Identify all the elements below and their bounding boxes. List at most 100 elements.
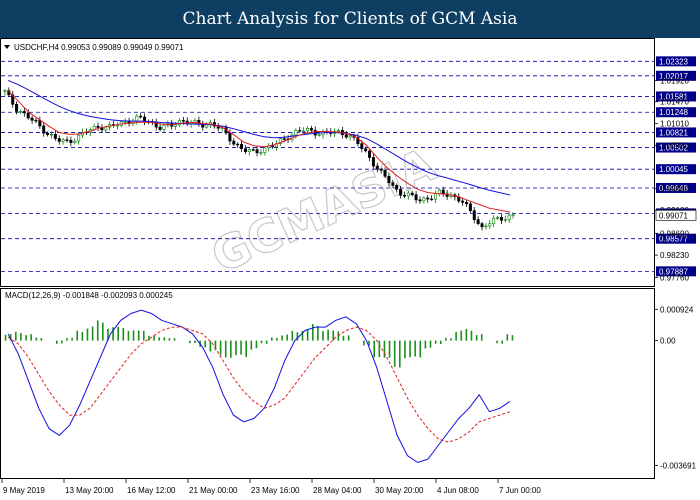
time-tick-label: 21 May 00:00	[189, 486, 238, 495]
candle-body	[496, 217, 500, 219]
level-label: 1.02017	[659, 72, 688, 81]
page-title: Chart Analysis for Clients of GCM Asia	[182, 9, 518, 29]
price-tick-label: 0.98690	[660, 229, 689, 238]
candle-body	[422, 197, 426, 202]
price-tick-label: 0.98230	[660, 251, 689, 260]
candle-body	[26, 112, 30, 119]
candle-body	[65, 139, 69, 141]
candle-body	[426, 197, 430, 200]
candle-body	[488, 223, 492, 227]
candle-body	[251, 149, 255, 151]
candle-body	[236, 143, 240, 146]
time-tick-label: 16 May 12:00	[127, 486, 176, 495]
candle-body	[476, 219, 480, 224]
chart-frames	[0, 38, 655, 479]
candle-body	[53, 133, 57, 139]
candle-body	[193, 120, 197, 123]
candle-body	[360, 143, 364, 149]
moving-average-lines	[7, 79, 511, 213]
candle-body	[255, 149, 259, 154]
candle-body	[22, 111, 26, 114]
level-label: 0.98577	[659, 235, 688, 244]
candle-body	[271, 145, 275, 148]
candle-body	[42, 125, 46, 134]
candle-body	[461, 200, 465, 203]
level-label-box	[656, 127, 696, 138]
candle-body	[73, 140, 77, 143]
candle-body	[96, 125, 100, 128]
candle-body	[433, 193, 437, 200]
symbol-header: USDCHF,H4 0.99053 0.99089 0.99049 0.9907…	[14, 43, 184, 52]
time-tick-label: 28 May 04:00	[313, 486, 362, 495]
macd-tick-label: 0.00	[660, 337, 676, 346]
candle-body	[282, 138, 286, 140]
candle-body	[356, 137, 360, 144]
candle-body	[61, 139, 65, 142]
candle-body	[344, 134, 348, 138]
level-label-box	[656, 70, 696, 81]
level-label-box	[656, 56, 696, 67]
candle-body	[480, 223, 484, 228]
price-panel-frame	[0, 38, 655, 287]
candle-body	[406, 192, 410, 197]
price-tick-label: 1.01920	[660, 76, 689, 85]
candle-body	[387, 175, 391, 184]
candle-body	[49, 133, 53, 136]
title-bar: Chart Analysis for Clients of GCM Asia	[0, 0, 700, 38]
candle-body	[162, 124, 166, 130]
candle-body	[317, 134, 321, 136]
time-tick-label: 4 Jun 08:00	[437, 486, 479, 495]
candle-body	[395, 185, 399, 190]
candle-body	[499, 217, 503, 221]
price-tick-label: 1.00550	[660, 141, 689, 150]
candle-body	[337, 130, 341, 132]
candle-body	[507, 214, 511, 220]
candle-body	[414, 194, 418, 201]
candle-body	[364, 148, 368, 152]
current-price-label: 0.99071	[659, 211, 688, 220]
candle-body	[430, 198, 434, 201]
symbol-dropdown-icon[interactable]	[4, 45, 10, 49]
candle-body	[57, 138, 61, 142]
ma-fast-line	[7, 90, 510, 213]
level-label: 1.00502	[659, 144, 688, 153]
candle-body	[410, 192, 414, 195]
macd-line	[7, 309, 511, 464]
macd-axis: 0.000924 0.00 -0.003691	[654, 305, 697, 471]
time-axis: 9 May 2019 13 May 20:00 16 May 12:00 21 May…	[1, 479, 541, 495]
candle-body	[492, 218, 496, 225]
price-tick-label: 1.01010	[660, 119, 689, 128]
candle-body	[503, 219, 507, 221]
candle-body	[465, 202, 469, 205]
candle-body	[472, 210, 476, 220]
price-axis: 1.02323 1.02017 1.01581 1.01248 1.00821 1.005…	[654, 56, 697, 282]
price-tick-label: 0.97760	[660, 273, 689, 282]
level-label-box	[656, 91, 696, 102]
candle-body	[3, 90, 7, 93]
candle-body	[228, 132, 232, 142]
chart-canvas: GCMASIA 1.023231.020171.015811.012481.00…	[0, 38, 697, 495]
candle-body	[135, 115, 139, 122]
time-tick-label: 9 May 2019	[3, 486, 45, 495]
candle-body	[391, 182, 395, 186]
candle-body	[15, 103, 19, 112]
candle-body	[77, 134, 81, 142]
candle-body	[34, 119, 38, 122]
time-tick-label: 30 May 20:00	[375, 486, 424, 495]
candle-body	[511, 214, 515, 216]
level-label-box	[656, 266, 696, 277]
candle-body	[30, 117, 34, 121]
level-label: 0.99648	[659, 184, 688, 193]
level-label-box	[656, 164, 696, 175]
level-label: 1.00045	[659, 165, 688, 174]
macd-signal-line	[7, 326, 511, 443]
candle-body	[441, 189, 445, 195]
candle-body	[38, 120, 42, 127]
candle-body	[302, 130, 306, 132]
candle-body	[181, 120, 185, 122]
ma-slow-line	[7, 79, 511, 196]
candle-body	[69, 140, 73, 143]
candle-body	[240, 144, 244, 149]
candle-body	[375, 165, 379, 170]
level-label-box	[656, 233, 696, 244]
